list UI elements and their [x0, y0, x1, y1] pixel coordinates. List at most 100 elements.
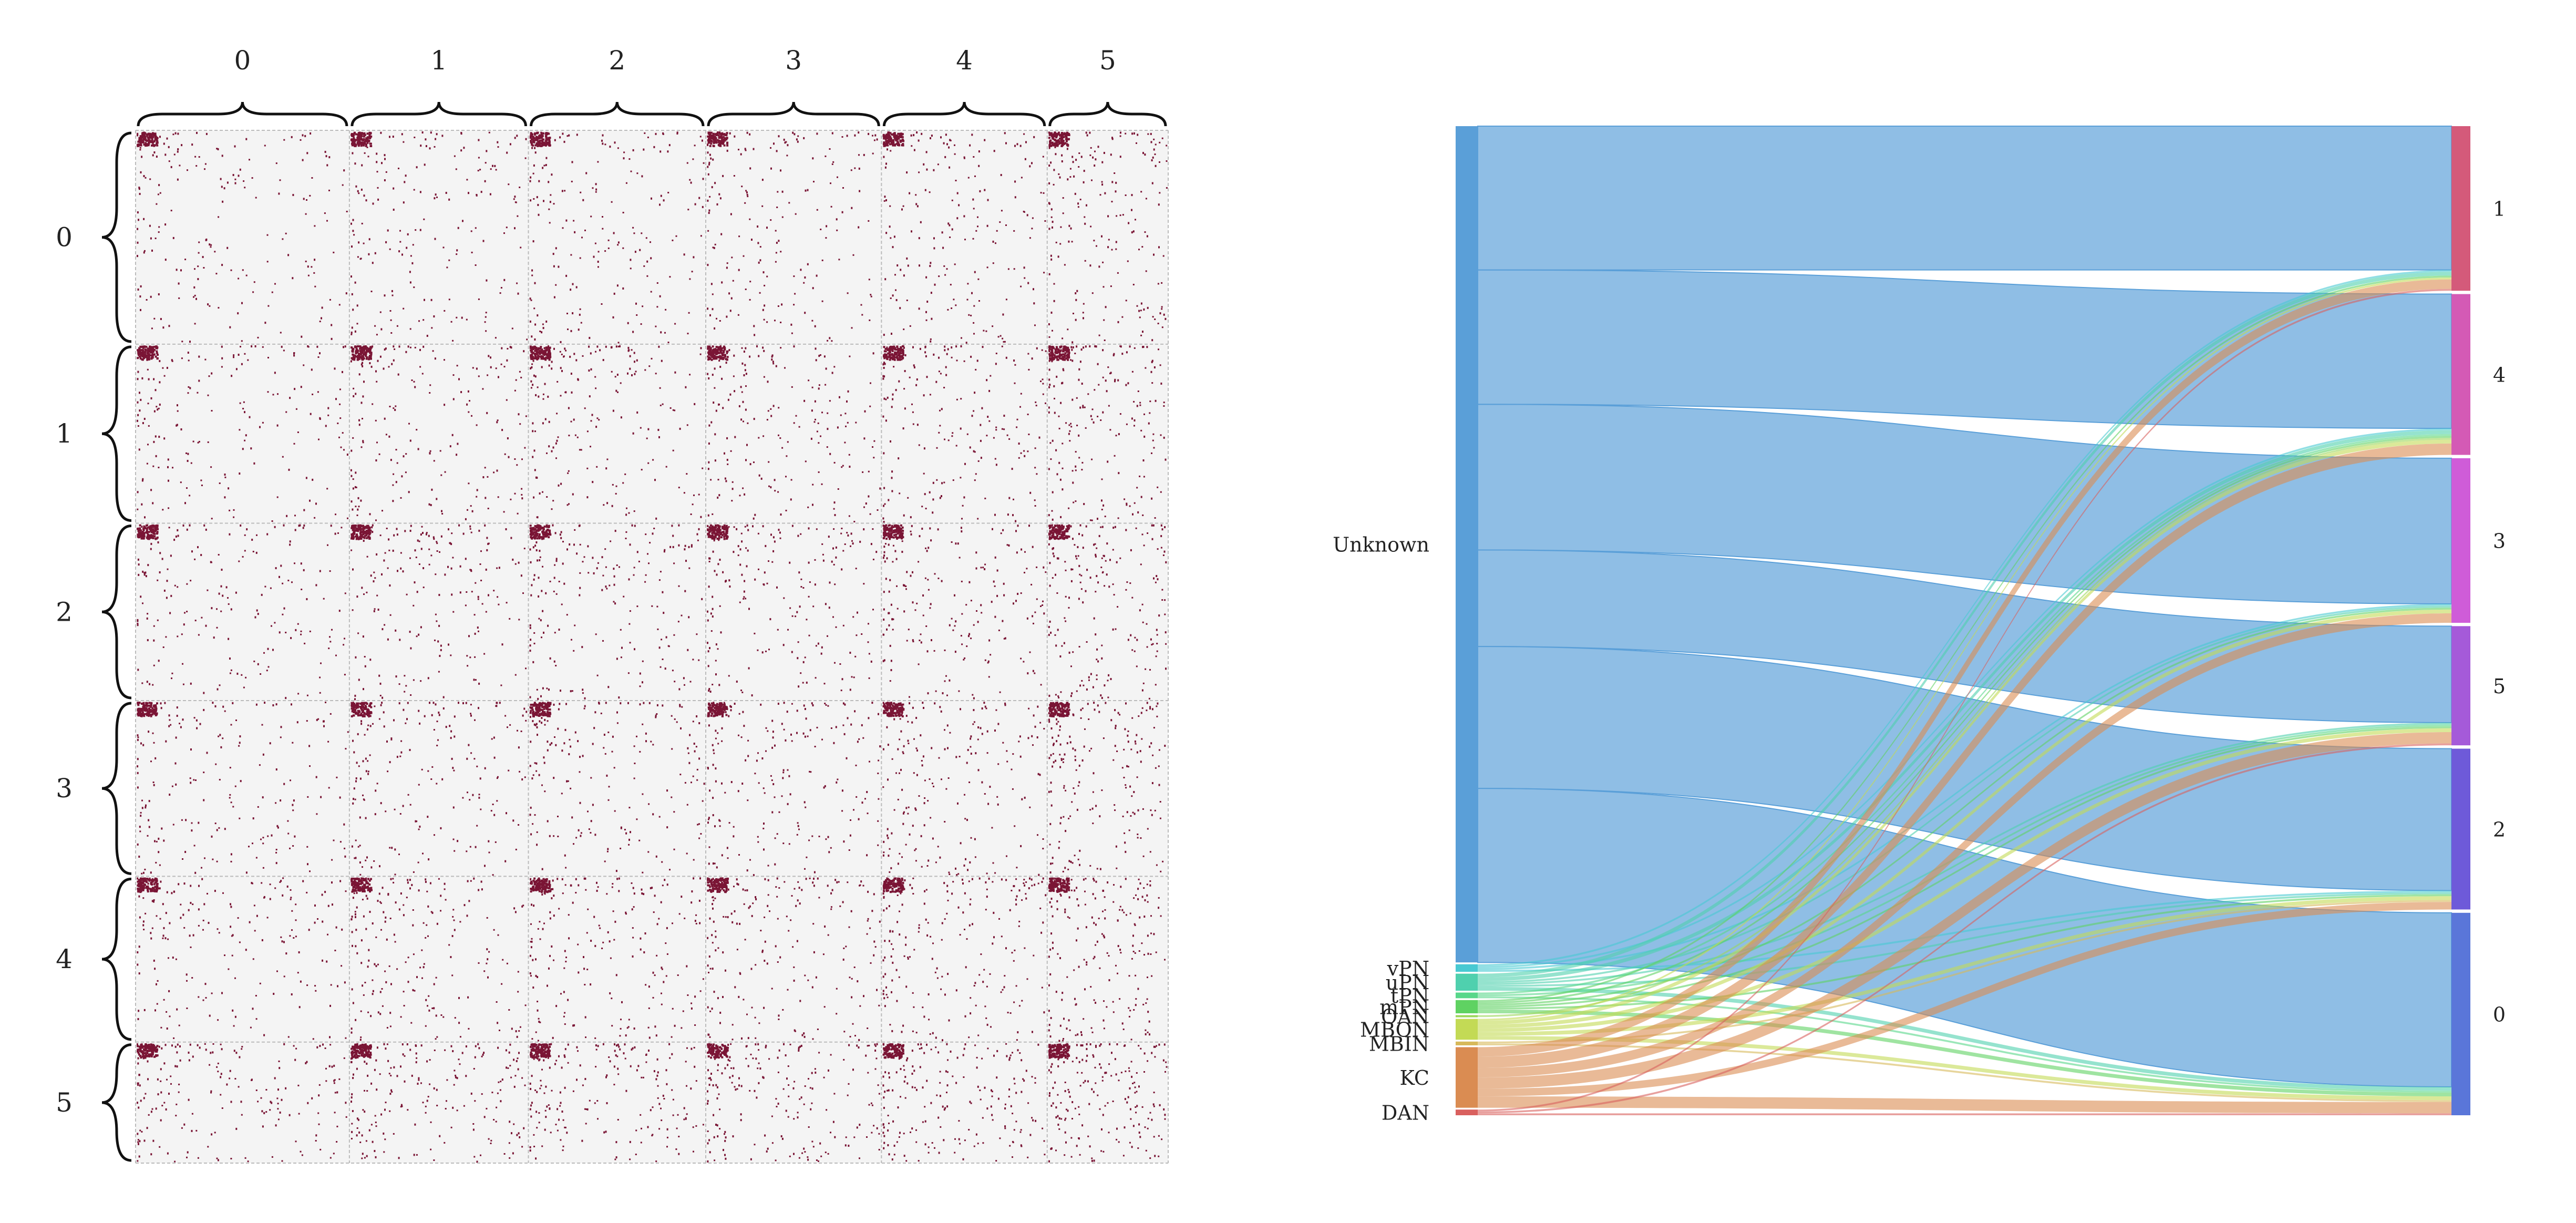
- heatmap-marker: [872, 352, 874, 355]
- heatmap-marker: [698, 528, 700, 530]
- heatmap-marker: [674, 681, 676, 683]
- heatmap-marker: [470, 505, 472, 507]
- heatmap-marker: [913, 149, 915, 151]
- heatmap-marker: [614, 376, 616, 378]
- heatmap-marker: [731, 481, 734, 483]
- heatmap-marker: [664, 667, 666, 670]
- heatmap-marker: [224, 474, 226, 476]
- heatmap-marker: [241, 674, 243, 676]
- heatmap-marker: [723, 524, 726, 527]
- heatmap-marker: [766, 419, 768, 421]
- heatmap-marker: [262, 422, 264, 424]
- heatmap-marker: [1132, 230, 1135, 233]
- heatmap-marker: [715, 133, 718, 136]
- heatmap-marker: [700, 516, 702, 518]
- heatmap-marker: [1158, 348, 1159, 351]
- heatmap-marker: [678, 524, 680, 527]
- heatmap-marker: [840, 414, 842, 416]
- heatmap-marker: [541, 138, 544, 141]
- heatmap-marker: [1132, 284, 1135, 285]
- heatmap-marker: [655, 132, 657, 135]
- heatmap-marker: [1068, 240, 1070, 243]
- heatmap-marker: [235, 368, 238, 371]
- heatmap-marker: [144, 132, 147, 135]
- heatmap-marker: [720, 347, 723, 350]
- heatmap-marker: [156, 537, 158, 540]
- heatmap-marker: [1048, 406, 1050, 409]
- heatmap-marker: [351, 500, 353, 503]
- heatmap-marker: [418, 540, 420, 542]
- heatmap-marker: [510, 537, 512, 539]
- heatmap-marker: [1062, 488, 1064, 491]
- heatmap-marker: [816, 132, 818, 135]
- heatmap-marker: [184, 502, 186, 505]
- heatmap-marker: [1091, 519, 1093, 521]
- heatmap-marker: [358, 354, 361, 356]
- heatmap-marker: [387, 567, 389, 569]
- heatmap-marker: [946, 143, 948, 146]
- heatmap-marker: [884, 347, 887, 350]
- heatmap-marker: [338, 610, 341, 612]
- heatmap-marker: [569, 355, 571, 358]
- heatmap-marker: [902, 352, 904, 354]
- heatmap-marker: [255, 551, 257, 554]
- heatmap-marker: [553, 203, 555, 205]
- heatmap-marker: [241, 340, 243, 342]
- heatmap-marker: [662, 591, 664, 593]
- heatmap-marker: [369, 529, 372, 532]
- heatmap-marker: [274, 372, 276, 374]
- heatmap-marker: [474, 656, 476, 658]
- heatmap-marker: [903, 346, 905, 349]
- heatmap-marker: [1067, 328, 1069, 331]
- heatmap-marker: [532, 346, 534, 348]
- heatmap-marker: [150, 531, 153, 533]
- heatmap-marker: [883, 137, 885, 140]
- heatmap-marker: [354, 139, 357, 142]
- heatmap-marker: [531, 532, 533, 534]
- heatmap-marker: [593, 255, 595, 258]
- heatmap-marker: [663, 199, 665, 202]
- heatmap-marker: [776, 242, 778, 244]
- heatmap-marker: [487, 374, 489, 376]
- heatmap-marker: [351, 449, 353, 452]
- heatmap-marker: [707, 642, 708, 644]
- heatmap-marker: [741, 186, 743, 188]
- heatmap-marker: [916, 378, 918, 381]
- heatmap-marker: [1139, 404, 1141, 406]
- heatmap-marker: [255, 197, 257, 199]
- heatmap-marker: [205, 238, 208, 241]
- heatmap-marker: [573, 418, 575, 421]
- heatmap-marker: [726, 529, 728, 531]
- heatmap-marker: [574, 434, 576, 436]
- heatmap-marker: [650, 257, 652, 260]
- heatmap-marker: [1008, 497, 1011, 499]
- heatmap-marker: [1083, 181, 1085, 183]
- heatmap-marker: [531, 355, 533, 358]
- heatmap-marker: [392, 500, 394, 502]
- heatmap-marker: [895, 389, 897, 392]
- heatmap-marker: [693, 494, 695, 496]
- heatmap-marker: [156, 137, 159, 139]
- heatmap-marker: [1058, 415, 1060, 417]
- heatmap-marker: [409, 439, 411, 442]
- heatmap-marker: [883, 142, 886, 145]
- heatmap-marker: [745, 149, 747, 151]
- heatmap-marker: [708, 461, 710, 464]
- heatmap-marker: [825, 384, 827, 386]
- heatmap-marker: [532, 661, 534, 663]
- heatmap-marker: [630, 259, 632, 261]
- heatmap-marker: [621, 646, 623, 649]
- heatmap-marker: [469, 569, 471, 571]
- heatmap-marker: [203, 524, 205, 527]
- heatmap-marker: [978, 150, 980, 153]
- heatmap-marker: [956, 192, 959, 194]
- heatmap-marker: [547, 533, 550, 536]
- heatmap-marker: [1042, 156, 1044, 158]
- heatmap-marker: [321, 317, 322, 320]
- heatmap-marker: [915, 203, 918, 205]
- heatmap-marker: [709, 348, 712, 351]
- heatmap-marker: [901, 355, 904, 357]
- heatmap-marker: [403, 201, 405, 204]
- heatmap-marker: [1049, 442, 1052, 444]
- heatmap-marker: [319, 692, 321, 694]
